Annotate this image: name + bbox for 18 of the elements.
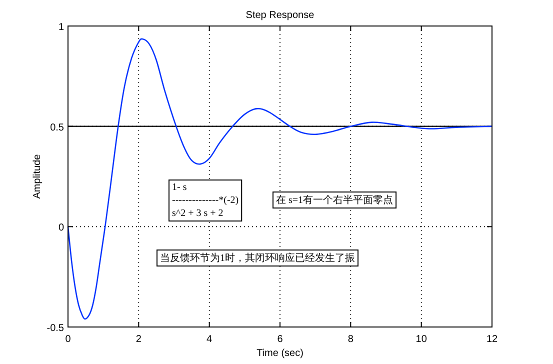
x-tick-label: 0 bbox=[65, 334, 72, 345]
x-tick-label: 8 bbox=[348, 334, 354, 345]
annotation: 在 s=1有一个右半平面零点 bbox=[276, 194, 394, 206]
x-axis-title: Time (sec) bbox=[256, 348, 304, 359]
x-tick-label: 10 bbox=[416, 334, 428, 345]
y-tick-label: 1 bbox=[58, 22, 64, 33]
annotation: 当反馈环节为1时，其闭环响应已经发生了振 bbox=[160, 252, 355, 264]
y-tick-label: -0.5 bbox=[46, 323, 64, 334]
y-tick-label: 0.5 bbox=[50, 122, 64, 134]
annotation: 1- s --------------*(-2) s^2 + 3 s + 2 bbox=[172, 182, 239, 219]
x-tick-label: 2 bbox=[136, 334, 142, 345]
x-tick-label: 4 bbox=[206, 334, 213, 345]
line-series bbox=[67, 38, 493, 320]
x-tick-label: 6 bbox=[277, 334, 284, 345]
x-tick-label: 12 bbox=[486, 334, 498, 345]
y-axis-title: Amplitude bbox=[32, 154, 43, 199]
chart-title: Step Response bbox=[246, 10, 315, 21]
y-tick-label: 0 bbox=[58, 222, 64, 234]
